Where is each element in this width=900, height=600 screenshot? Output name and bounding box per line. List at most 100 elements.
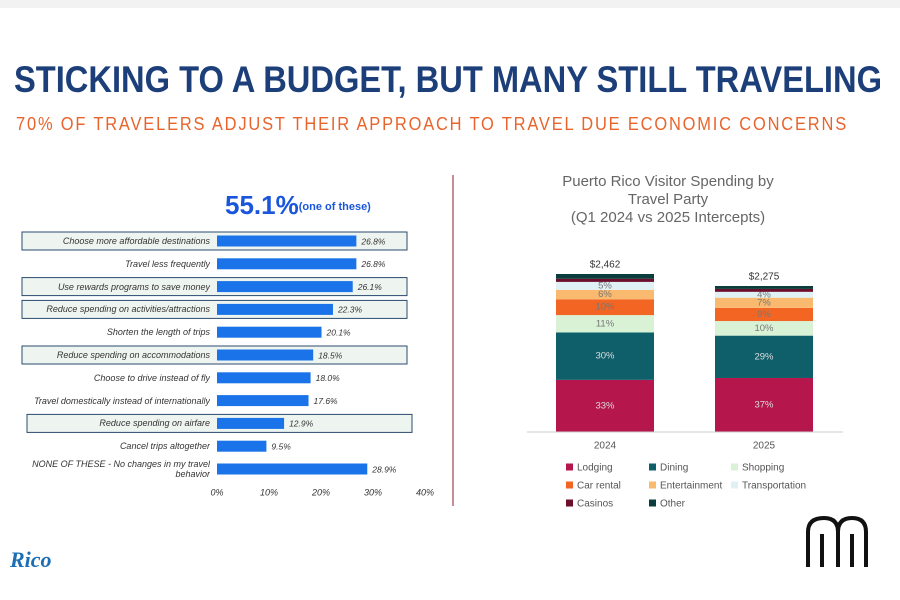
annotation-value: 55.1% [225,190,299,220]
value-label: 26.8% [360,236,386,246]
top-band [0,0,900,8]
value-label: 12.9% [289,419,314,429]
bar [217,395,309,407]
category-label: NONE OF THESE - No changes in my travel … [32,459,210,479]
chart-title: Travel Party [628,191,709,208]
category-label: Reduce spending on activities/attraction… [46,304,210,315]
slide-title: STICKING TO A BUDGET, BUT MANY STILL TRA… [14,59,882,100]
segment-label: 11% [596,318,615,329]
segment-label: 10% [754,323,774,334]
bar-segment [715,286,813,289]
bar [217,258,357,270]
category-label-box: Use rewards programs to save money [57,281,210,292]
bar [217,303,333,315]
bar [217,463,368,475]
bar [217,235,357,247]
logo-text: Rico [9,547,52,572]
survey-chart: 55.1%(one of these) Choose more affordabl… [21,190,434,497]
bar-segment [556,379,654,432]
category-label: Choose more affordable destinations [62,236,210,246]
legend-swatch [731,463,738,471]
segment-label: 4% [757,289,771,300]
segment-label: 33% [595,400,615,411]
bar-segment [715,288,813,292]
value-label: 20.1% [326,327,352,337]
legend-label: Transportation [742,481,806,492]
bar [217,326,322,338]
bar-segment [715,377,813,432]
segment-label: 10% [595,302,615,313]
x-tick-label: 10% [260,487,278,497]
legend-swatch [649,463,656,471]
category-label: Cancel trips altogether [119,441,210,452]
chart-title: Puerto Rico Visitor Spending by [562,173,774,190]
category-label-box: NONE OF THESE - No changes in my travel … [32,459,210,479]
segment-label: 29% [754,351,774,362]
legend-swatch [566,481,573,489]
legend-swatch [649,499,656,507]
annotation-note: (one of these) [299,201,371,213]
bar-segment [715,321,813,336]
annotation: 55.1%(one of these) [225,190,371,220]
legend-swatch [566,463,573,471]
x-tick-label: 40% [416,487,434,497]
segment-label: 30% [595,351,615,362]
value-label: 9.5% [271,441,291,451]
category-label: Travel less frequently [125,258,210,269]
bar [217,372,311,384]
value-label: 18.5% [318,350,343,360]
category-label: Choose to drive instead of fly [93,372,210,383]
legend-swatch [731,481,738,489]
category-label-box: Reduce spending on airfare [99,418,210,429]
bar-segment [556,274,654,279]
value-label: 26.1% [357,282,383,292]
total-label: $2,462 [590,260,621,271]
category-label-box: Shorten the length of trips [106,327,210,338]
category-label: Use rewards programs to save money [57,281,210,292]
category-label: Travel domestically instead of internati… [34,395,210,406]
total-label: $2,275 [749,272,780,283]
legend-label: Other [660,499,686,510]
category-label-box: Travel domestically instead of internati… [34,395,210,406]
category-label: Reduce spending on airfare [99,418,210,429]
bar-segment [715,307,813,322]
bar-segment [556,315,654,333]
bar-segment [556,289,654,300]
category-label-box: Cancel trips altogether [119,441,210,452]
legend-swatch [566,499,573,507]
legend-label: Car rental [577,481,621,492]
category-label-box: Choose to drive instead of fly [93,372,210,383]
bar-segment [556,332,654,380]
x-tick-label: 0% [210,487,223,497]
legend-label: Dining [660,463,688,474]
chart-title: (Q1 2024 vs 2025 Intercepts) [571,209,765,226]
segment-label: 37% [754,400,774,411]
legend-label: Shopping [742,463,784,474]
legend-label: Casinos [577,499,613,510]
slide-subtitle: 70% OF TRAVELERS ADJUST THEIR APPROACH T… [16,114,848,134]
segment-label: 6% [598,289,612,300]
value-label: 26.8% [360,259,386,269]
bar-segment [715,297,813,308]
value-label: 28.9% [371,464,397,474]
x-tick-label: 2024 [594,441,617,452]
bar [217,417,285,429]
x-tick-label: 2025 [753,441,776,452]
bar-segment [556,278,654,282]
category-label: Shorten the length of trips [106,327,210,338]
brand-logo [806,515,868,567]
value-label: 22.3% [337,305,363,315]
bar [217,349,314,361]
segment-label: 5% [598,280,612,291]
category-label-box: Reduce spending on activities/attraction… [46,304,210,315]
legend-label: Lodging [577,463,613,474]
category-label-box: Reduce spending on accommodations [56,350,210,360]
bar [217,281,353,293]
category-label: Reduce spending on accommodations [56,350,210,360]
category-label-box: Choose more affordable destinations [62,236,210,246]
segment-label: 9% [757,309,771,320]
bar-segment [556,299,654,316]
value-label: 18.0% [316,373,341,383]
